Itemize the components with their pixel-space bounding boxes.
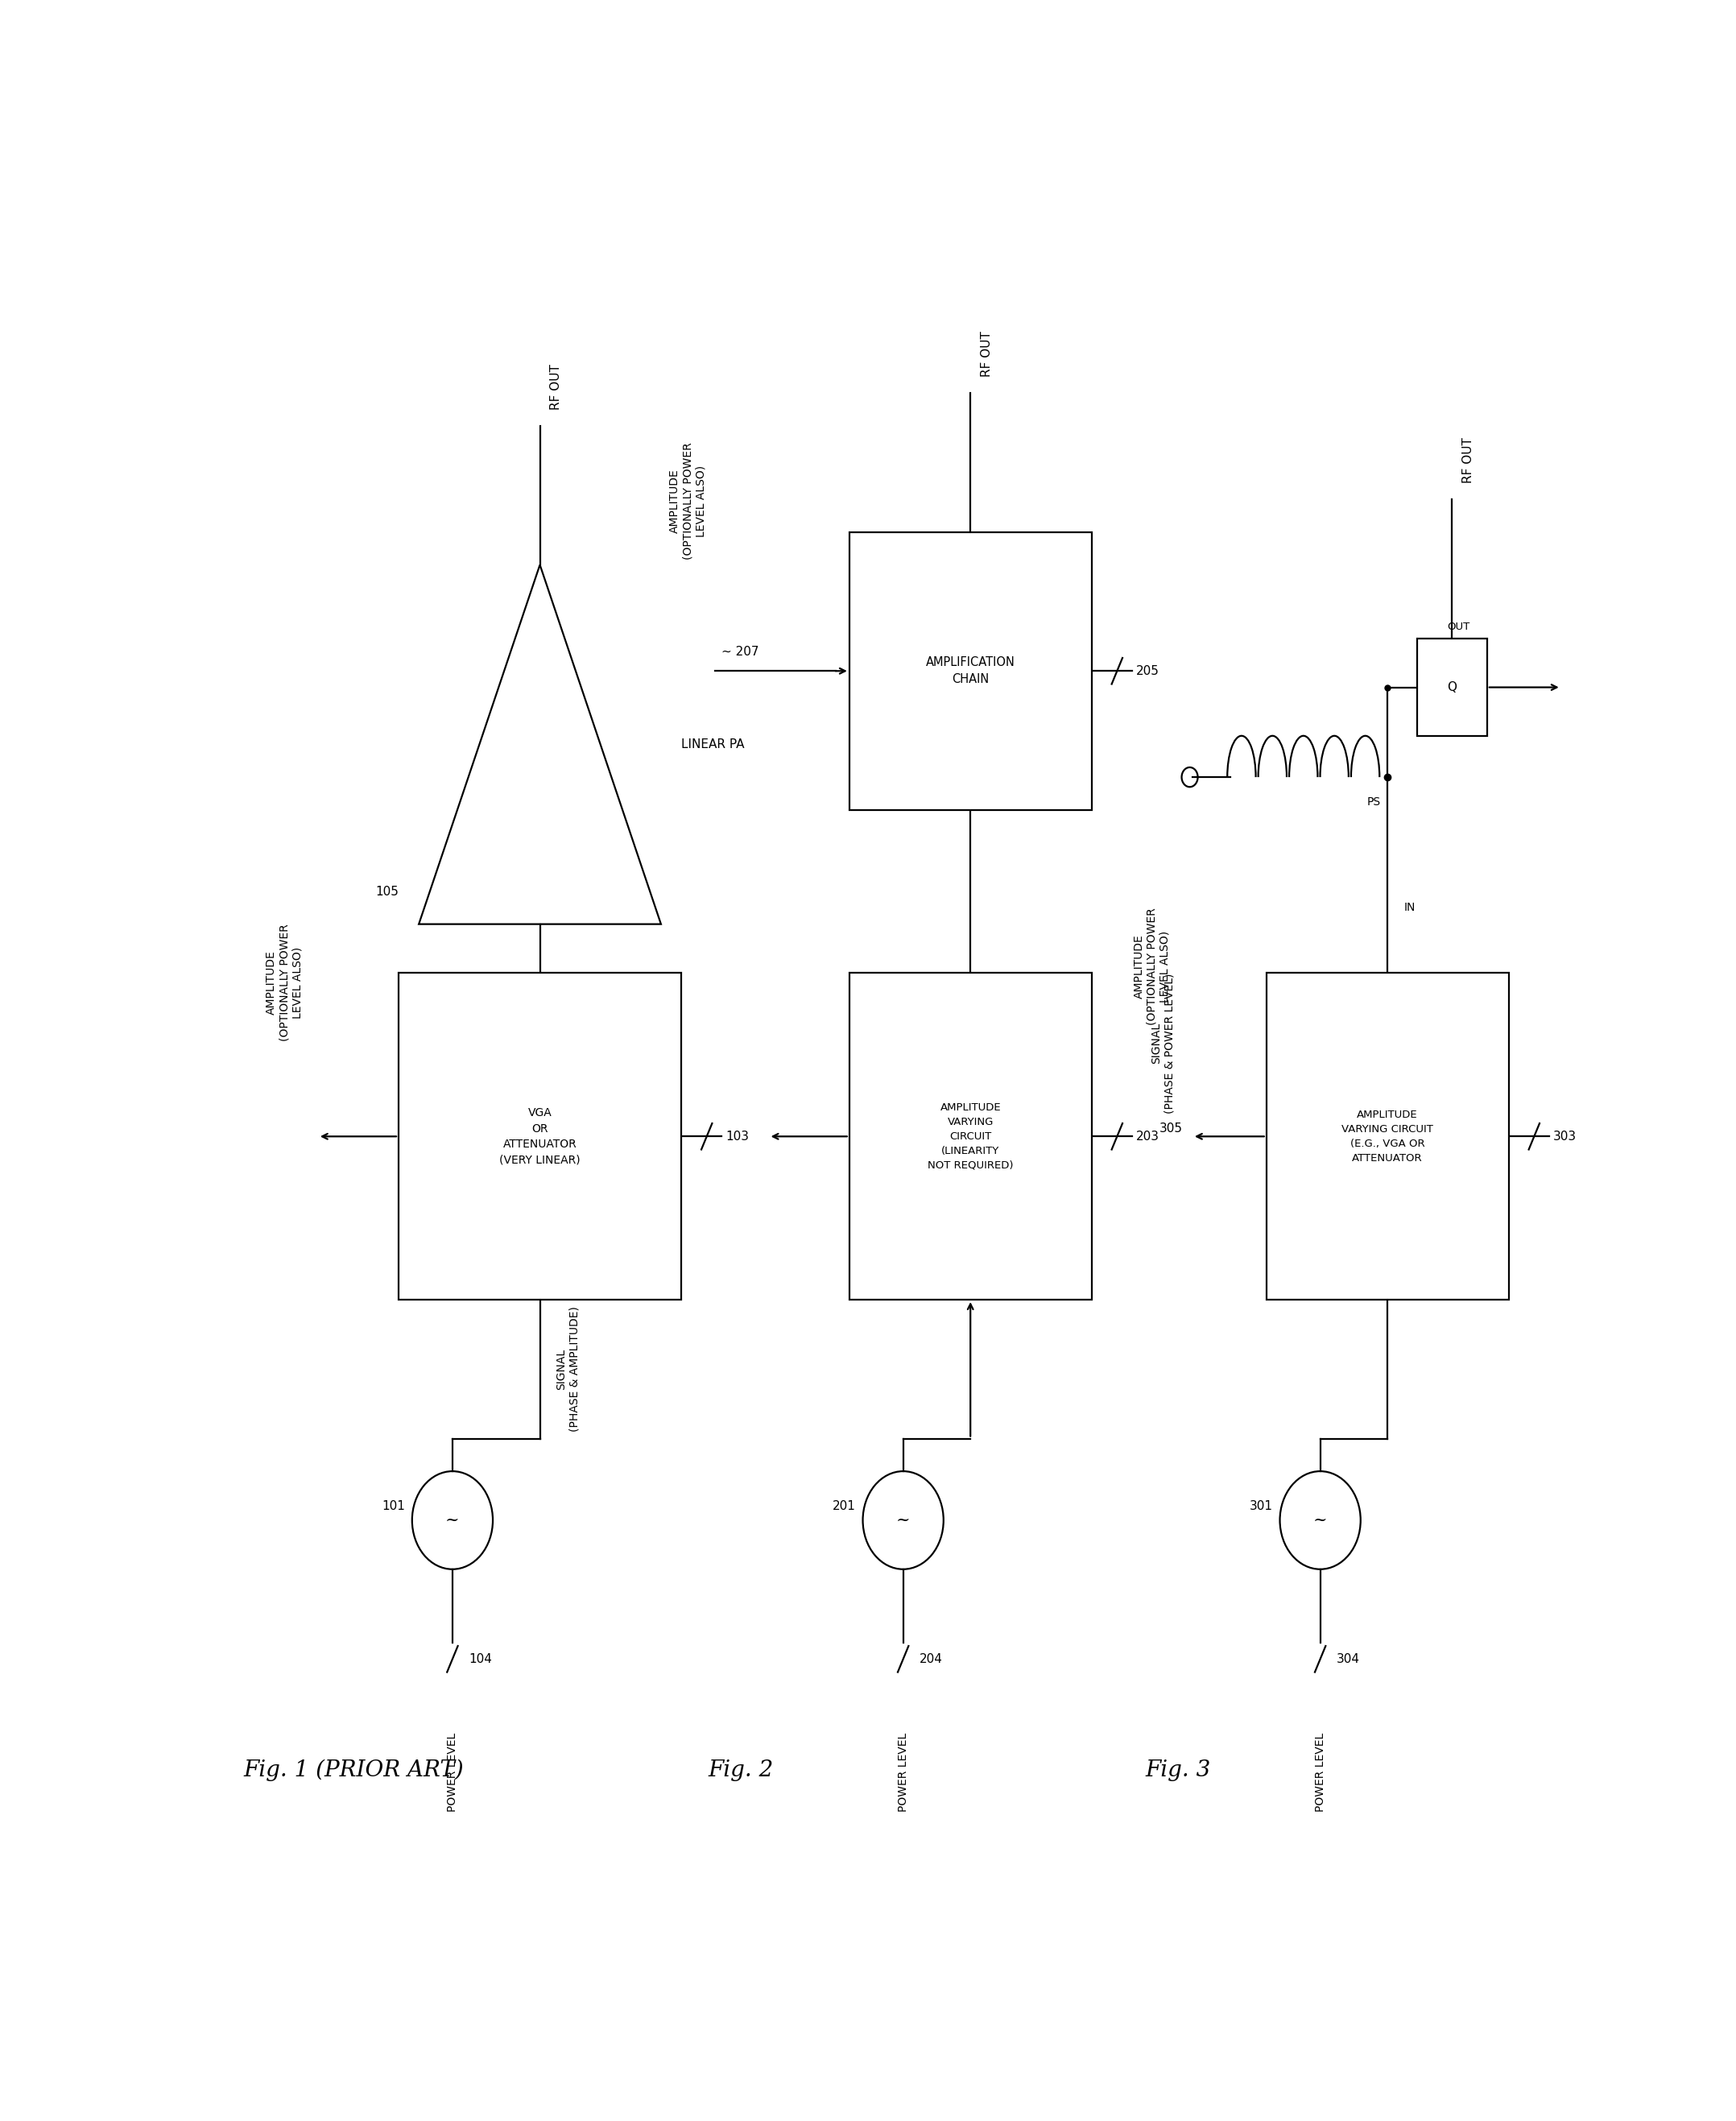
Text: POWER LEVEL: POWER LEVEL [1314,1733,1326,1811]
Text: RF OUT: RF OUT [981,331,993,378]
Text: 304: 304 [1337,1652,1359,1665]
Text: ~: ~ [896,1512,910,1527]
FancyBboxPatch shape [1267,974,1509,1300]
FancyBboxPatch shape [399,974,681,1300]
Text: LINEAR PA: LINEAR PA [681,738,745,751]
Text: AMPLITUDE
(OPTIONALLY POWER
LEVEL ALSO): AMPLITUDE (OPTIONALLY POWER LEVEL ALSO) [668,443,707,560]
Text: 204: 204 [920,1652,943,1665]
FancyBboxPatch shape [1417,638,1488,736]
FancyBboxPatch shape [849,532,1092,810]
Text: 205: 205 [1135,666,1160,677]
Text: PS: PS [1366,797,1380,808]
Text: AMPLITUDE
(OPTIONALLY POWER
LEVEL ALSO): AMPLITUDE (OPTIONALLY POWER LEVEL ALSO) [1134,908,1170,1024]
Text: 305: 305 [1160,1122,1182,1135]
Text: AMPLITUDE
(OPTIONALLY POWER
LEVEL ALSO): AMPLITUDE (OPTIONALLY POWER LEVEL ALSO) [266,925,304,1041]
Text: 105: 105 [375,884,399,897]
Text: 301: 301 [1250,1500,1272,1512]
Text: AMPLITUDE
VARYING
CIRCUIT
(LINEARITY
NOT REQUIRED): AMPLITUDE VARYING CIRCUIT (LINEARITY NOT… [927,1103,1014,1171]
FancyBboxPatch shape [849,974,1092,1300]
Text: 101: 101 [382,1500,404,1512]
Text: 103: 103 [726,1130,748,1143]
Text: 104: 104 [469,1652,491,1665]
Text: ~: ~ [1312,1512,1328,1527]
Text: RF OUT: RF OUT [550,365,562,409]
Text: Fig. 1 (PRIOR ART): Fig. 1 (PRIOR ART) [243,1760,464,1782]
Text: SIGNAL
(PHASE & POWER LEVEL): SIGNAL (PHASE & POWER LEVEL) [1151,974,1175,1114]
Text: 203: 203 [1135,1130,1160,1143]
Text: 303: 303 [1554,1130,1576,1143]
Text: Q: Q [1448,681,1457,694]
Text: ~ 207: ~ 207 [722,645,759,658]
Text: RF OUT: RF OUT [1462,437,1474,484]
Text: 201: 201 [833,1500,856,1512]
Text: VGA
OR
ATTENUATOR
(VERY LINEAR): VGA OR ATTENUATOR (VERY LINEAR) [500,1107,580,1167]
Text: AMPLIFICATION
CHAIN: AMPLIFICATION CHAIN [925,658,1016,685]
Text: SIGNAL
(PHASE & AMPLITUDE): SIGNAL (PHASE & AMPLITUDE) [556,1307,580,1432]
Text: AMPLITUDE
VARYING CIRCUIT
(E.G., VGA OR
ATTENUATOR: AMPLITUDE VARYING CIRCUIT (E.G., VGA OR … [1342,1109,1434,1164]
Text: Fig. 3: Fig. 3 [1146,1760,1210,1782]
Text: IN: IN [1404,901,1415,914]
Text: POWER LEVEL: POWER LEVEL [446,1733,458,1811]
Text: Fig. 2: Fig. 2 [708,1760,774,1782]
Text: ~: ~ [446,1512,460,1527]
Text: OUT: OUT [1448,621,1470,632]
Text: POWER LEVEL: POWER LEVEL [898,1733,908,1811]
